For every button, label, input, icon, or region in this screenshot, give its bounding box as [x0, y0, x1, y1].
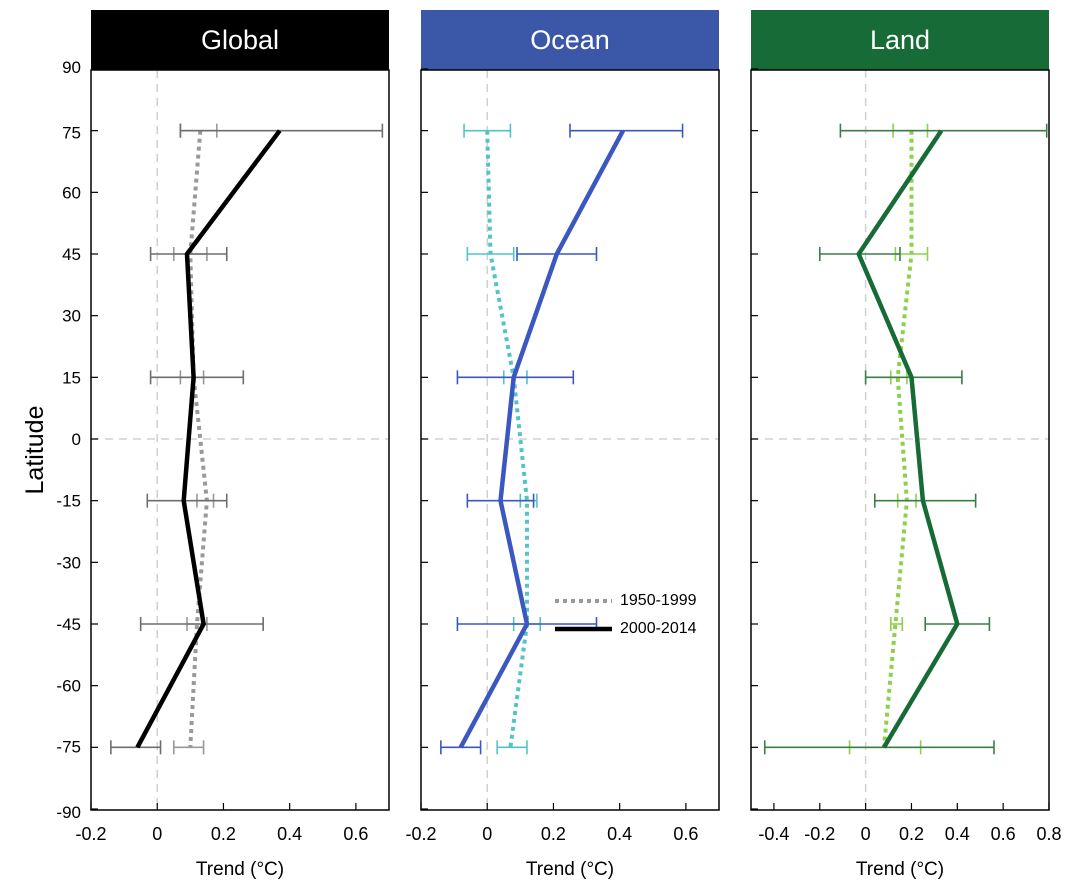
land-x-tick-label: 0.4 — [945, 824, 970, 844]
ocean-x-tick-label: 0.6 — [673, 824, 698, 844]
ocean-plot-frame — [420, 69, 720, 811]
y-tick-label: 60 — [62, 183, 81, 202]
legend-label-1950-1999: 1950-1999 — [620, 592, 697, 609]
y-tick-label: 0 — [72, 430, 81, 449]
land-plot-frame — [750, 69, 1050, 811]
global-series-2000-2014-line — [135, 129, 282, 749]
y-tick-label: -15 — [56, 492, 81, 511]
x-axis-title-land: Trend (°C) — [855, 859, 945, 880]
land-x-tick-label: 0.8 — [1036, 824, 1061, 844]
global-x-tick-label: -0.2 — [75, 824, 106, 844]
ocean-x-tick-label: -0.2 — [405, 824, 436, 844]
panel-title-ocean: Ocean — [421, 10, 719, 70]
y-tick-label: -90 — [56, 803, 81, 822]
y-tick-label: 90 — [62, 58, 81, 77]
y-tick-label: -30 — [56, 553, 81, 572]
land-x-tick-label: 0.6 — [991, 824, 1016, 844]
y-tick-label: -60 — [56, 677, 81, 696]
ocean-x-tick-label: 0.4 — [607, 824, 632, 844]
land-x-tick-label: 0 — [861, 824, 871, 844]
legend-label-2000-2014: 2000-2014 — [620, 620, 697, 637]
ocean-series-2000-2014-line — [458, 129, 625, 749]
global-series-1950-1999-line — [188, 130, 209, 748]
land-series-1950-1999-line — [882, 130, 914, 748]
global-x-tick-label: 0.4 — [277, 824, 302, 844]
x-axis-title-ocean: Trend (°C) — [525, 859, 615, 880]
y-tick-label: 75 — [62, 124, 81, 143]
panel-title-land: Land — [751, 10, 1049, 70]
ocean-x-tick-label: 0 — [482, 824, 492, 844]
panel-title-global: Global — [91, 10, 389, 70]
global-x-tick-label: 0.2 — [211, 824, 236, 844]
y-tick-label: 15 — [62, 368, 81, 387]
y-tick-label: 45 — [62, 245, 81, 264]
land-x-tick-label: -0.4 — [758, 824, 789, 844]
ocean-x-tick-label: 0.2 — [541, 824, 566, 844]
land-series-2000-2014-line — [856, 129, 960, 749]
land-x-tick-label: -0.2 — [804, 824, 835, 844]
global-plot-frame — [90, 69, 390, 811]
y-tick-label: -75 — [56, 737, 81, 756]
y-tick-label: -45 — [56, 615, 81, 634]
global-x-tick-label: 0.6 — [343, 824, 368, 844]
global-x-tick-label: 0 — [152, 824, 162, 844]
y-tick-label: 30 — [62, 307, 81, 326]
x-axis-title-global: Trend (°C) — [195, 859, 285, 880]
land-x-tick-label: 0.2 — [899, 824, 924, 844]
